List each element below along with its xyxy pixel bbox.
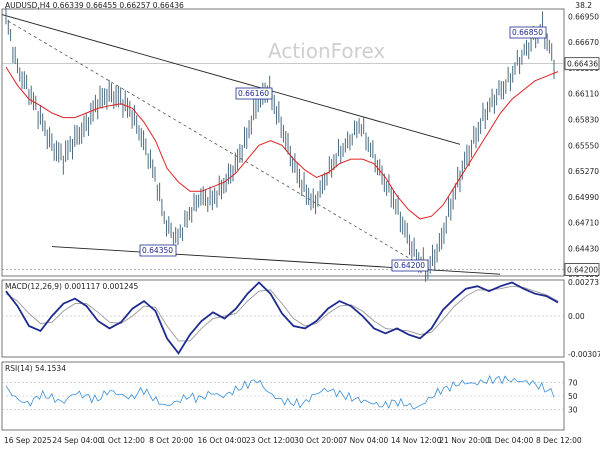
price-annotation-label: 0.64200 xyxy=(394,261,425,270)
x-tick-label: 14 Nov 12:00 xyxy=(391,436,442,445)
price-panel-frame xyxy=(1,8,565,277)
x-tick-label: 21 Nov 20:00 xyxy=(439,436,490,445)
price-y-tick: 0.66670 xyxy=(568,38,599,47)
price-y-tick: 0.64430 xyxy=(568,244,599,253)
macd-y-tick: 0.002731 xyxy=(568,278,600,287)
macd-y-tick: 0.00 xyxy=(568,312,585,321)
price-y-tick: 0.65830 xyxy=(568,115,599,124)
x-tick-label: 1 Oct 12:00 xyxy=(101,436,145,445)
price-y-tick: 0.65550 xyxy=(568,141,599,150)
channel-dashed-line xyxy=(7,20,431,271)
macd-title: MACD(12,26,9) 0.001117 0.001245 xyxy=(5,282,139,291)
descending-trendline xyxy=(1,14,461,145)
price-annotation-box xyxy=(391,259,429,272)
moving-average-line xyxy=(5,66,559,220)
panel-frames xyxy=(1,8,565,431)
price-annotation-box xyxy=(509,26,547,39)
x-tick-label: 16 Oct 04:00 xyxy=(197,436,246,445)
price-header: AUDUSD,H4 0.66339 0.66455 0.66257 0.6643… xyxy=(5,1,184,10)
top-right-label: 38.2 xyxy=(575,1,592,10)
rsi-y-tick: 30 xyxy=(568,406,578,415)
x-axis-labels: 16 Sep 2025 24 Sep 04:001 Oct 12:00 8 Oct … xyxy=(4,436,582,445)
x-tick-label: 7 Nov 04:00 xyxy=(343,436,389,445)
price-annotation-box xyxy=(139,244,177,257)
rsi-series xyxy=(5,374,555,410)
price-y-tick: 0.66110 xyxy=(568,90,599,99)
x-tick-label: 23 Oct 12:00 xyxy=(246,436,295,445)
price-annotation-label: 0.66160 xyxy=(238,89,269,98)
price-annotations: 0.66850 0.66160 0.64350 0.64200 xyxy=(139,26,547,272)
x-tick-label: 30 Oct 20:00 xyxy=(294,436,343,445)
price-y-tick: 0.66950 xyxy=(568,12,599,21)
x-tick-label: 8 Dec 12:00 xyxy=(536,436,582,445)
x-tick-label: 1 Dec 04:00 xyxy=(488,436,534,445)
watermark-text: ActionForex xyxy=(268,39,385,63)
low-marker-label: 0.64200 xyxy=(567,266,598,275)
current-price-label: 0.66436 xyxy=(567,60,598,69)
rsi-y-tick: 70 xyxy=(568,378,578,387)
price-y-tick: 0.65270 xyxy=(568,167,599,176)
rsi-line xyxy=(5,374,555,410)
macd-series xyxy=(5,281,559,355)
x-tick-label: 24 Sep 04:00 xyxy=(52,436,102,445)
x-tick-label: 8 Oct 20:00 xyxy=(149,436,193,445)
current-price-box xyxy=(564,57,600,71)
macd-panel-frame xyxy=(1,279,565,358)
price-series xyxy=(5,7,555,282)
price-annotation-box xyxy=(235,87,273,100)
price-y-tick: 0.64710 xyxy=(568,219,599,228)
rsi-title: RSI(14) 54.1534 xyxy=(5,364,66,373)
x-tick-label: 16 Sep 2025 xyxy=(4,436,52,445)
price-annotation-label: 0.64350 xyxy=(142,246,173,255)
price-y-tick: 0.64990 xyxy=(568,193,599,202)
macd-line xyxy=(5,281,559,355)
moving-average-series xyxy=(5,66,559,220)
rsi-y-tick: 50 xyxy=(568,392,578,401)
grid-lines xyxy=(2,63,564,410)
price-annotation-label: 0.66850 xyxy=(512,28,543,37)
low-marker-box xyxy=(564,263,600,276)
macd-signal-line xyxy=(5,285,559,342)
y-axis-labels: 0.669500.666700.663900.661100.658300.655… xyxy=(564,12,600,415)
